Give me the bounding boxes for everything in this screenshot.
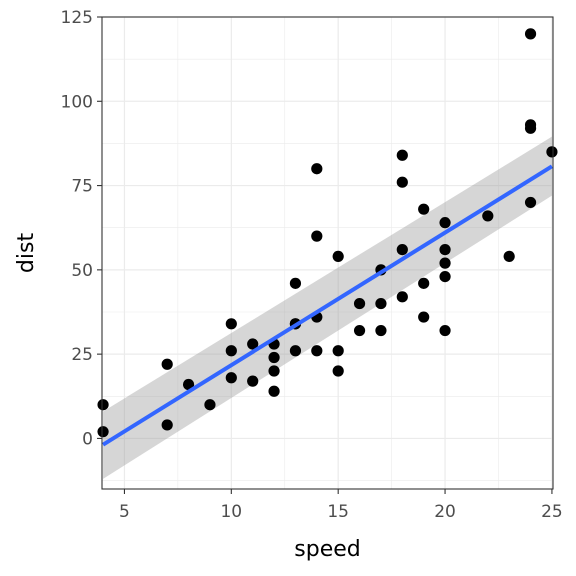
data-point — [161, 419, 173, 431]
data-point — [97, 399, 109, 411]
data-point — [268, 351, 280, 364]
x-tick-label: 20 — [434, 502, 456, 522]
data-point — [268, 365, 280, 377]
data-point — [289, 277, 302, 289]
data-point — [332, 345, 344, 357]
data-point — [311, 230, 323, 242]
data-point — [204, 399, 216, 411]
data-point — [396, 291, 408, 303]
data-point — [375, 324, 387, 337]
x-axis-title: speed — [294, 537, 360, 562]
x-tick-label: 15 — [327, 502, 349, 522]
data-point — [353, 297, 366, 310]
y-tick-label: 75 — [71, 177, 93, 197]
y-tick-label: 0 — [82, 429, 93, 449]
data-point — [311, 345, 323, 357]
data-point — [439, 217, 451, 229]
data-point — [97, 426, 109, 438]
data-point — [332, 365, 344, 377]
y-axis: 0 25 50 75 100 125 — [61, 8, 102, 449]
data-point — [182, 378, 195, 391]
x-axis: 5 10 15 20 25 — [119, 489, 563, 522]
data-point — [353, 324, 366, 337]
data-point — [225, 345, 237, 357]
data-point — [439, 257, 451, 269]
data-point — [546, 146, 558, 158]
x-tick-label: 10 — [220, 502, 242, 522]
data-point — [225, 372, 237, 384]
data-point — [439, 324, 451, 337]
data-point — [247, 375, 259, 387]
data-point — [418, 311, 430, 323]
data-point — [418, 277, 430, 289]
data-point — [439, 271, 451, 283]
data-point — [503, 250, 515, 262]
data-point — [289, 345, 302, 357]
data-point — [418, 203, 430, 215]
data-point — [225, 318, 237, 330]
y-tick-label: 100 — [61, 92, 93, 112]
y-tick-label: 50 — [71, 261, 93, 281]
data-point — [311, 163, 323, 175]
data-point — [524, 196, 537, 209]
data-point — [396, 149, 408, 161]
data-point — [161, 358, 173, 370]
trend-line-layer — [102, 164, 553, 447]
data-points — [97, 28, 558, 438]
x-tick-label: 5 — [119, 502, 130, 522]
y-tick-label: 25 — [71, 345, 93, 365]
data-point — [375, 297, 387, 310]
data-point — [396, 176, 408, 188]
data-point — [268, 385, 280, 397]
data-point — [524, 28, 537, 40]
grid-minor — [102, 17, 553, 489]
data-point — [524, 119, 537, 131]
data-point — [332, 250, 344, 262]
data-point — [482, 210, 494, 222]
y-tick-label: 125 — [61, 8, 93, 28]
trend-line — [102, 164, 553, 447]
data-point — [439, 244, 451, 256]
y-axis-title: dist — [14, 233, 39, 274]
data-point — [396, 244, 408, 256]
data-point — [247, 338, 259, 350]
panel-border — [101, 16, 554, 490]
x-tick-label: 25 — [541, 502, 563, 522]
